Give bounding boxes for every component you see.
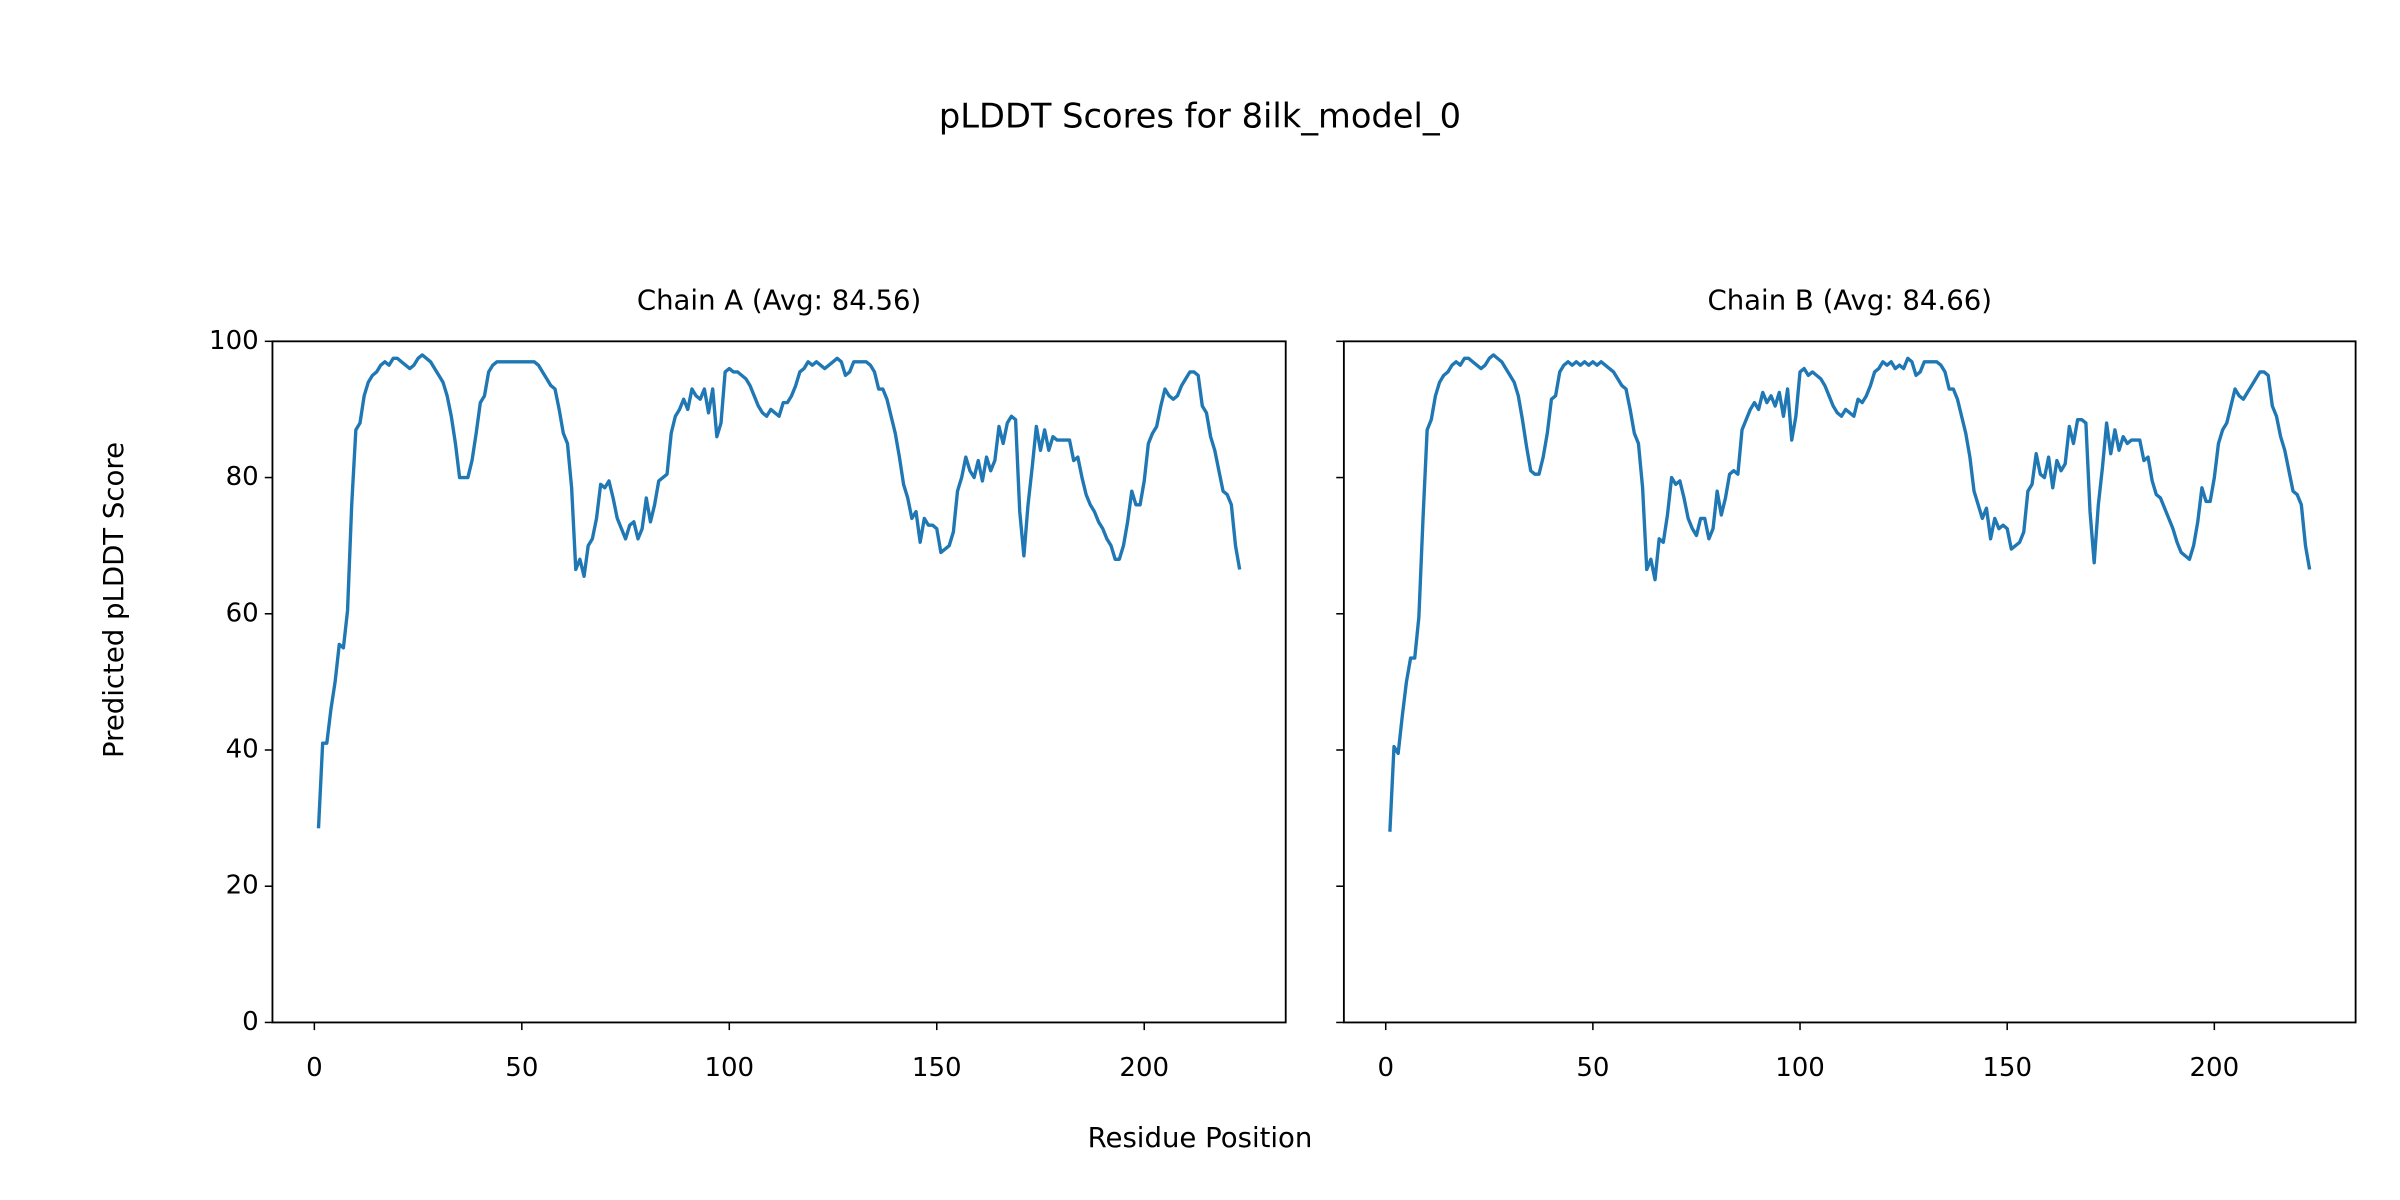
x-tick-label: 50 — [505, 1053, 538, 1083]
x-tick-label: 200 — [2190, 1053, 2240, 1083]
score-line — [316, 353, 1242, 829]
x-tick-label: 0 — [306, 1053, 323, 1083]
score-line — [1388, 353, 2312, 832]
subplot-title: Chain A (Avg: 84.56) — [637, 285, 921, 317]
figure-title: pLDDT Scores for 8ilk_model_0 — [939, 96, 1461, 135]
x-tick-label: 150 — [912, 1053, 962, 1083]
axes-frame — [271, 340, 1287, 1024]
x-tick-label: 50 — [1576, 1053, 1609, 1083]
x-tick-label: 150 — [1982, 1053, 2032, 1083]
x-tick-label: 100 — [704, 1053, 754, 1083]
y-tick-label: 0 — [242, 1007, 259, 1037]
y-tick-label: 100 — [209, 326, 259, 356]
axes-frame — [1342, 340, 2357, 1024]
y-tick-label: 60 — [226, 598, 259, 628]
x-tick-label: 0 — [1377, 1053, 1394, 1083]
y-tick-label: 40 — [226, 735, 259, 765]
x-axis-label: Residue Position — [1088, 1122, 1313, 1154]
y-axis-label: Predicted pLDDT Score — [98, 442, 130, 758]
x-tick-label: 100 — [1775, 1053, 1825, 1083]
x-tick-label: 200 — [1119, 1053, 1169, 1083]
subplot-title: Chain B (Avg: 84.66) — [1707, 285, 1992, 317]
y-tick-label: 20 — [226, 871, 259, 901]
y-tick-label: 80 — [226, 462, 259, 492]
